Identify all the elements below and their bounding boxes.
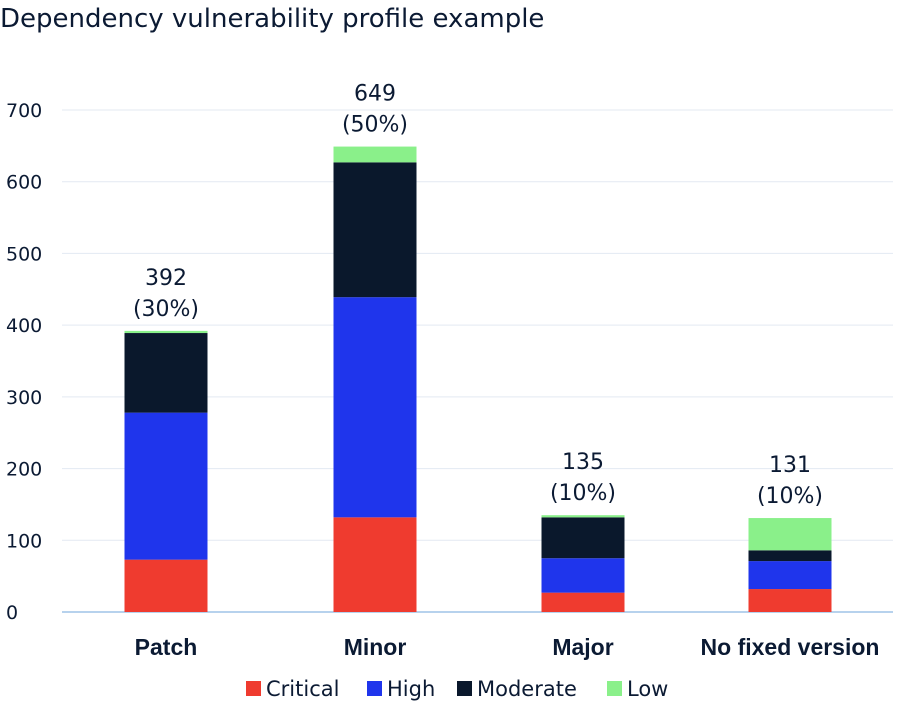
y-tick-label: 600 — [6, 172, 42, 194]
bar-share-label: (10%) — [550, 481, 616, 506]
y-tick-label: 0 — [6, 602, 18, 624]
legend: Critical High Moderate Low — [246, 677, 668, 701]
x-tick-label: No fixed version — [701, 634, 880, 660]
bar-segment-critical-no-fixed-version — [748, 589, 832, 612]
bar-segment-high-minor — [333, 297, 417, 518]
bar-segment-moderate-minor — [333, 162, 417, 298]
x-tick-label: Minor — [344, 634, 407, 660]
y-tick-label: 700 — [6, 100, 42, 122]
bar-segment-moderate-no-fixed-version — [748, 550, 832, 562]
y-tick-label: 200 — [6, 459, 42, 481]
bar-total-label: 131 — [769, 453, 811, 478]
bar-segment-moderate-patch — [124, 333, 208, 413]
bar-segment-low-no-fixed-version — [748, 518, 832, 551]
x-tick-label: Major — [552, 634, 613, 660]
bar-segment-critical-patch — [124, 559, 208, 612]
x-tick-label: Patch — [135, 634, 198, 660]
bar-total-label: 392 — [145, 266, 187, 291]
legend-swatch-moderate — [457, 681, 472, 696]
bar-share-label: (50%) — [342, 113, 408, 138]
chart-title: Dependency vulnerability profile example — [0, 4, 544, 34]
legend-swatch-high — [367, 681, 382, 696]
bar-segment-critical-major — [541, 592, 625, 612]
bar-segment-high-major — [541, 558, 625, 593]
bar-segment-high-patch — [124, 412, 208, 560]
y-tick-label: 100 — [6, 530, 42, 552]
bar-total-label: 649 — [354, 82, 396, 107]
labels-layer: Patch 392 (30%) Minor 649 (50%) Major 135 (10%) N… — [133, 82, 880, 660]
bar-segment-moderate-major — [541, 517, 625, 559]
legend-label-low: Low — [627, 677, 668, 701]
y-tick-label: 500 — [6, 243, 42, 265]
bar-share-label: (10%) — [757, 484, 823, 509]
bar-segment-low-minor — [333, 146, 417, 163]
legend-label-moderate: Moderate — [477, 677, 577, 701]
y-tick-label: 400 — [6, 315, 42, 337]
legend-swatch-low — [607, 681, 622, 696]
bar-segment-critical-minor — [333, 517, 417, 612]
legend-label-critical: Critical — [266, 677, 339, 701]
legend-swatch-critical — [246, 681, 261, 696]
bar-segment-low-patch — [124, 330, 208, 334]
bar-share-label: (30%) — [133, 297, 199, 322]
legend-label-high: High — [387, 677, 435, 701]
bar-total-label: 135 — [562, 450, 604, 475]
y-tick-label: 300 — [6, 387, 42, 409]
bar-segment-high-no-fixed-version — [748, 561, 832, 590]
bars-layer — [124, 146, 832, 612]
bar-segment-low-major — [541, 515, 625, 518]
